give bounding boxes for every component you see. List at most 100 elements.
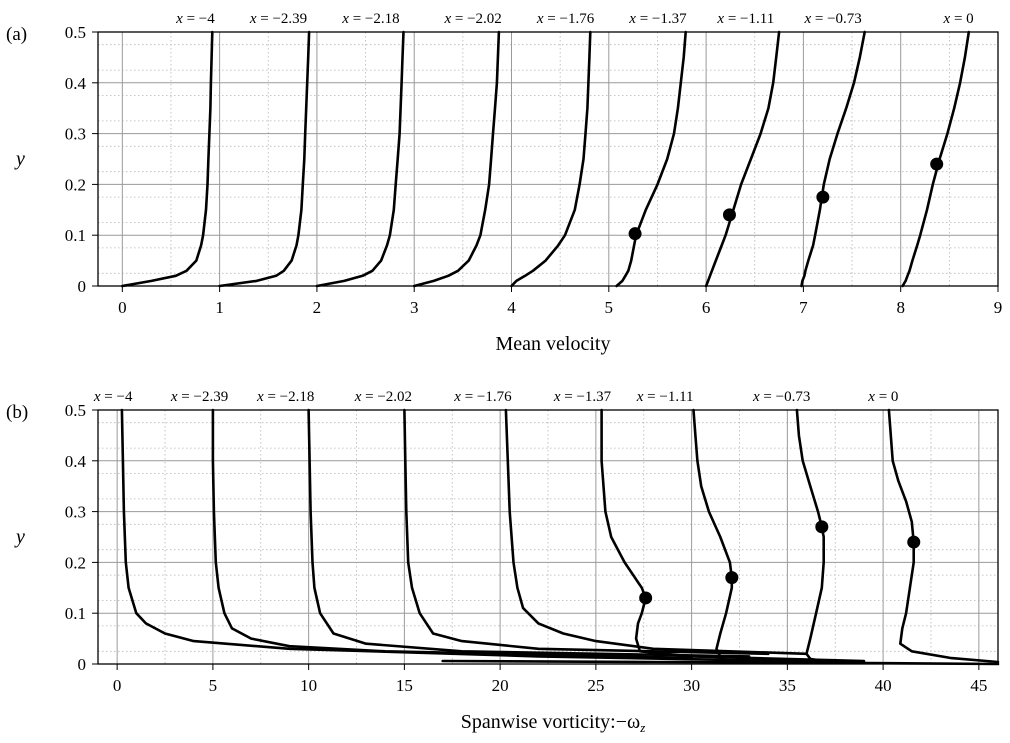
panel-a-profile-curve	[315, 30, 405, 288]
panel-b-y-tick-label: 0	[78, 655, 87, 674]
panel-a-profile-curve	[412, 30, 501, 288]
panel-b-x-tick-label: 45	[970, 676, 987, 695]
panel-b-profile-label-var: x	[553, 389, 561, 405]
panel-b-x-tick-label: 40	[875, 676, 892, 695]
panel-b-profile-label-var: x	[636, 389, 644, 405]
panel-b-y-tick-label: 0.2	[65, 553, 86, 572]
panel-b-profile-label-var: x	[256, 389, 264, 405]
panel-b-profile-curve	[441, 659, 1000, 666]
panel-b-y-axis-title: y	[14, 526, 25, 548]
panel-a-profile-label-value: = −0.73	[811, 11, 862, 27]
panel-b-y-tick-label: 0.3	[65, 503, 86, 522]
panel-a-profile-curve	[121, 30, 214, 288]
panel-b-profile-label: x = −2.02	[354, 389, 412, 405]
panel-b-profile-label-var: x	[170, 389, 178, 405]
panel-b-x-tick-label: 25	[587, 676, 604, 695]
panel-b-profile-label: x = −0.73	[752, 389, 810, 405]
panel-a-profile-label: x = 0	[943, 11, 974, 27]
panel-a-y-tick-label: 0.3	[65, 125, 86, 144]
panel-b-profile-marker	[639, 591, 653, 605]
panel-b-x-tick-label: 30	[683, 676, 700, 695]
panel-b-x-tick-label: 10	[300, 676, 317, 695]
panel-b-profile-label-var: x	[867, 389, 875, 405]
panel-a-profile-marker	[628, 227, 642, 241]
panel-a-x-tick-label: 6	[702, 298, 711, 317]
panel-b-profile-label-value: = −1.37	[561, 389, 612, 405]
panel-b-profile-label-value: = −4	[101, 389, 133, 405]
panel-b-profile-label-value: = −2.02	[361, 389, 412, 405]
panel-b-y-tick-label: 0.1	[65, 604, 86, 623]
panel-b-profile-label-value: = 0	[875, 389, 898, 405]
panel-a-profile-label-value: = 0	[950, 11, 973, 27]
panel-b-plot-frame	[97, 409, 999, 665]
panel-b-profile-curve	[504, 408, 808, 656]
panel-a-x-tick-label: 7	[799, 298, 808, 317]
panel-a-label: (a)	[6, 24, 27, 45]
panel-b-profile-label-var: x	[453, 389, 461, 405]
panel-a-x-tick-label: 8	[896, 298, 905, 317]
panel-a-profile-label: x = −2.02	[443, 11, 501, 27]
panel-a-profile-label-var: x	[249, 11, 257, 27]
panel-a-profile-curve	[218, 30, 311, 288]
panel-b-profile-curve	[795, 408, 856, 665]
panel-a-profile-curve	[901, 30, 971, 288]
panel-a-profile-label: x = −4	[175, 11, 215, 27]
panel-a-profile-label: x = −0.73	[803, 11, 861, 27]
panel-a-profile-marker	[930, 157, 944, 171]
panel-a-profile-marker	[816, 190, 830, 204]
panel-b-profile-marker	[815, 520, 829, 534]
panel-b-plot: 0 5 10 15 20 25 30 35 40 45 0 0.1 0.2 0.3 0.4 0.5 x = −4…	[65, 389, 1000, 695]
panel-b-profile-label-value: = −1.11	[643, 389, 693, 405]
panel-a-profile-label-value: = −2.39	[257, 11, 308, 27]
panel-a-plot-frame	[97, 31, 999, 287]
panel-a-y-tick-label: 0.1	[65, 226, 86, 245]
panel-a-profile-label: x = −2.18	[341, 11, 399, 27]
panel-b-profile-label: x = −2.18	[256, 389, 314, 405]
panel-b-profile-curve	[120, 408, 866, 664]
panel-a: (a) y Mean velocity 0 1 2 3 4 5 6 7 8 9 0 0.1 0.2 0.3…	[6, 11, 1002, 355]
panel-a-profile-label: x = −2.39	[249, 11, 307, 27]
panel-b-y-tick-label: 0.5	[65, 401, 86, 420]
panel-a-x-tick-label: 1	[215, 298, 224, 317]
panel-b-profile-label: x = −1.76	[453, 389, 512, 405]
panel-a-profile-label-var: x	[943, 11, 951, 27]
panel-a-profile-label-var: x	[443, 11, 451, 27]
panel-b-profile-label: x = −4	[93, 389, 133, 405]
panel-b-y-tick-label: 0.4	[65, 452, 87, 471]
panel-a-x-tick-label: 0	[118, 298, 127, 317]
panel-a-profile-label-value: = −4	[183, 11, 215, 27]
panel-b-profile-curve	[211, 408, 693, 660]
panel-b-profile-curve	[307, 408, 751, 658]
panel-b-x-axis-title: Spanwise vorticity:−ωz	[461, 711, 646, 735]
panel-a-x-tick-label: 4	[507, 298, 516, 317]
panel-b-x-tick-label: 20	[492, 676, 509, 695]
panel-a-profile-label-value: = −2.18	[349, 11, 400, 27]
panel-b-profile-label-var: x	[752, 389, 760, 405]
panel-a-profile-label-var: x	[341, 11, 349, 27]
panel-a-profile-label: x = −1.37	[628, 11, 687, 27]
panel-a-profile-label-var: x	[803, 11, 811, 27]
panel-a-x-tick-label: 5	[605, 298, 614, 317]
panel-b-x-axis-title-main: Spanwise vorticity:−ω	[461, 711, 640, 733]
panel-b-x-axis-title-sub: z	[639, 720, 645, 735]
panel-a-profile-curve	[800, 30, 866, 288]
panel-b-x-tick-label: 15	[396, 676, 413, 695]
panel-b-profile-curve	[887, 408, 1000, 664]
panel-b-x-tick-label: 0	[113, 676, 122, 695]
panel-a-profile-label-value: = −1.37	[636, 11, 687, 27]
panel-b-profile-label-value: = −1.76	[461, 389, 512, 405]
panel-b-profile-label-value: = −0.73	[760, 389, 811, 405]
panel-a-y-tick-label: 0	[78, 277, 87, 296]
panel-a-profile-label-value: = −2.02	[451, 11, 502, 27]
panel-b: (b) y Spanwise vorticity:−ωz 0 5 10 15 20 25 3…	[6, 389, 1000, 735]
panel-b-x-tick-label: 5	[209, 676, 218, 695]
panel-b-profile-label: x = −1.37	[553, 389, 612, 405]
panel-b-profile-curve	[600, 408, 866, 663]
panel-b-profile-label-var: x	[93, 389, 101, 405]
panel-b-profile-label: x = −1.11	[636, 389, 694, 405]
panel-b-profile-label: x = −2.39	[170, 389, 228, 405]
panel-a-profile-label-var: x	[175, 11, 183, 27]
panel-b-profile-label: x = 0	[867, 389, 898, 405]
panel-a-profile-label-value: = −1.11	[724, 11, 774, 27]
